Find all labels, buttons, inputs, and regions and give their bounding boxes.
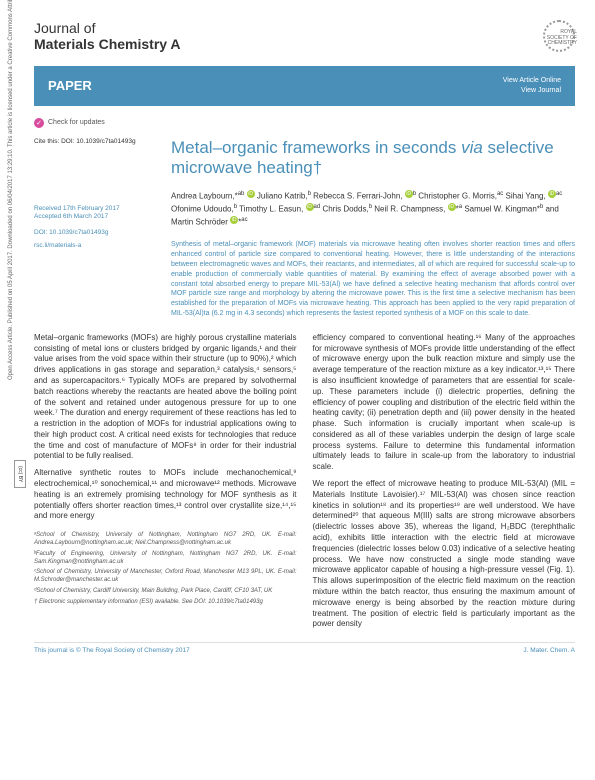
- orcid-icon: iD: [448, 203, 456, 211]
- article-title: Metal–organic frameworks in seconds via …: [171, 138, 575, 179]
- publisher-logo: ROYAL SOCIETY OF CHEMISTRY: [543, 20, 575, 54]
- check-icon: ✓: [34, 118, 44, 128]
- license-sidebar-text: Open Access Article. Published on 05 Apr…: [8, 30, 14, 380]
- author-list: Andrea Laybourn,*ab iD Juliano Katrib,b …: [171, 190, 575, 228]
- cite-this: Cite this: DOI: 10.1039/c7ta01493g: [34, 138, 159, 145]
- check-updates-button[interactable]: ✓ Check for updates: [34, 118, 575, 128]
- view-article-link[interactable]: View Article Online: [503, 76, 561, 86]
- abstract: Synthesis of metal–organic framework (MO…: [171, 240, 575, 318]
- paper-banner: PAPER View Article Online View Journal: [34, 66, 575, 106]
- rsc-link[interactable]: rsc.li/materials-a: [34, 242, 159, 249]
- paper-label: PAPER: [48, 78, 92, 93]
- body-text: Metal–organic frameworks (MOFs) are high…: [34, 333, 575, 631]
- journal-abbrev: J. Mater. Chem. A: [523, 647, 575, 654]
- affiliations: ᵃSchool of Chemistry, University of Nott…: [34, 532, 297, 606]
- page-footer: This journal is © The Royal Society of C…: [34, 642, 575, 662]
- journal-name: Journal of Materials Chemistry A: [34, 20, 181, 52]
- orcid-icon: iD: [230, 216, 238, 224]
- orcid-icon: iD: [405, 190, 413, 198]
- view-journal-link[interactable]: View Journal: [503, 86, 561, 96]
- orcid-icon: iD: [306, 203, 314, 211]
- orcid-icon: iD: [548, 190, 556, 198]
- doi-line: DOI: 10.1039/c7ta01493g: [34, 229, 159, 236]
- cc-badge: (cc) BY: [14, 460, 26, 488]
- publication-dates: Received 17th February 2017 Accepted 6th…: [34, 205, 159, 222]
- orcid-icon: iD: [247, 190, 255, 198]
- copyright-text: This journal is © The Royal Society of C…: [34, 647, 190, 654]
